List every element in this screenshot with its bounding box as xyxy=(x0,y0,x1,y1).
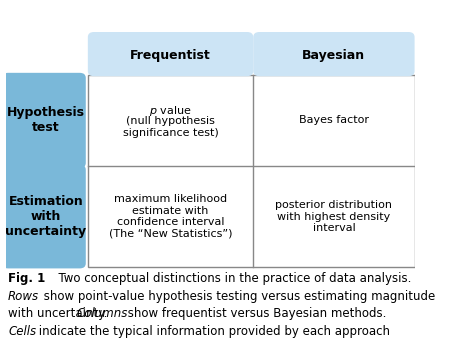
Text: maximum likelihood
estimate with
confidence interval
(The “New Statistics”): maximum likelihood estimate with confide… xyxy=(109,194,232,239)
FancyBboxPatch shape xyxy=(88,32,253,76)
FancyBboxPatch shape xyxy=(2,73,86,168)
Text: Bayes factor: Bayes factor xyxy=(299,116,369,126)
Text: Two conceptual distinctions in the practice of data analysis.: Two conceptual distinctions in the pract… xyxy=(51,272,411,285)
Text: Hypothesis
test: Hypothesis test xyxy=(7,106,85,134)
Text: Columns: Columns xyxy=(76,307,128,320)
FancyBboxPatch shape xyxy=(253,32,415,76)
Bar xyxy=(88,74,415,267)
FancyBboxPatch shape xyxy=(2,165,86,269)
Text: with uncertainty.: with uncertainty. xyxy=(8,307,111,320)
Text: posterior distribution
with highest density
interval: posterior distribution with highest dens… xyxy=(275,200,392,233)
Text: (null hypothesis
significance test): (null hypothesis significance test) xyxy=(123,117,219,138)
Text: Bayesian: Bayesian xyxy=(302,49,365,62)
Text: Cells: Cells xyxy=(8,325,36,338)
Text: show point-value hypothesis testing versus estimating magnitude: show point-value hypothesis testing vers… xyxy=(40,289,435,303)
Text: Rows: Rows xyxy=(8,289,39,303)
Text: $p$ value: $p$ value xyxy=(149,104,192,118)
Text: Estimation
with
uncertainty: Estimation with uncertainty xyxy=(5,195,87,238)
Text: Frequentist: Frequentist xyxy=(130,49,211,62)
Text: indicate the typical information provided by each approach: indicate the typical information provide… xyxy=(35,325,390,338)
Text: Fig. 1: Fig. 1 xyxy=(8,272,46,285)
Text: show frequentist versus Bayesian methods.: show frequentist versus Bayesian methods… xyxy=(124,307,386,320)
